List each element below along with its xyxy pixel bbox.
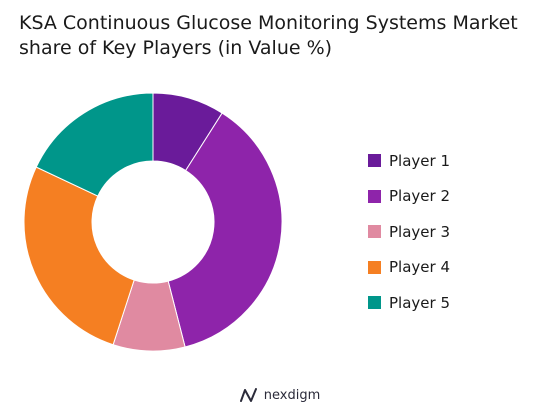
legend-label: Player 1 xyxy=(389,151,450,170)
legend-label: Player 3 xyxy=(389,222,450,241)
brand-logo: nexdigm xyxy=(0,387,559,403)
chart-legend: Player 1 Player 2 Player 3 Player 4 Player 5 xyxy=(368,143,450,321)
legend-swatch xyxy=(368,154,381,168)
legend-item-1: Player 1 xyxy=(368,143,450,179)
legend-label: Player 5 xyxy=(389,293,450,312)
donut-slice-2 xyxy=(167,112,283,348)
legend-swatch xyxy=(368,225,381,239)
legend-item-2: Player 2 xyxy=(368,179,450,215)
brand-name: nexdigm xyxy=(263,387,321,403)
legend-label: Player 2 xyxy=(389,187,450,206)
legend-swatch xyxy=(368,296,381,310)
chart-title: KSA Continuous Glucose Monitoring System… xyxy=(19,11,559,61)
donut-slice-5 xyxy=(35,92,154,197)
legend-item-5: Player 5 xyxy=(368,285,450,321)
donut-slice-4 xyxy=(23,166,135,346)
nexdigm-n-icon xyxy=(239,388,257,402)
chart-title-line-1: KSA Continuous Glucose Monitoring System… xyxy=(19,12,518,34)
legend-item-3: Player 3 xyxy=(368,214,450,250)
legend-item-4: Player 4 xyxy=(368,250,450,286)
legend-swatch xyxy=(368,260,381,274)
chart-title-line-2: share of Key Players (in Value %) xyxy=(19,37,333,59)
legend-swatch xyxy=(368,189,381,203)
legend-label: Player 4 xyxy=(389,258,450,277)
